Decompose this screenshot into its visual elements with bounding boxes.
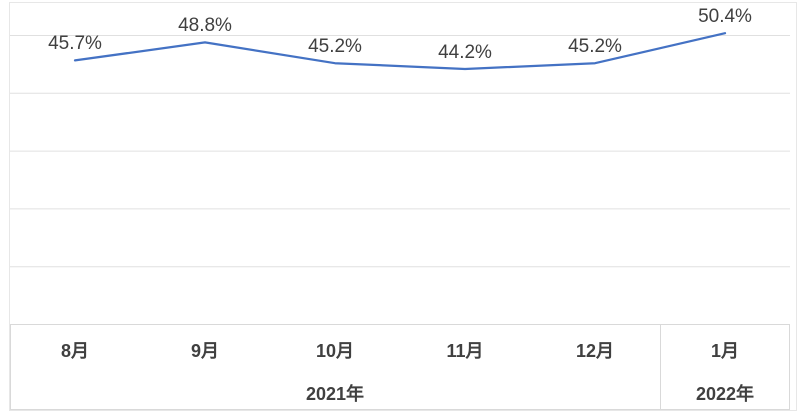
data-label: 44.2% [438,42,492,64]
month-tick-label: 11月 [446,341,484,361]
month-tick-label: 10月 [315,341,355,361]
data-label: 45.2% [308,36,362,58]
month-tick-label: 8月 [60,341,90,361]
data-label: 48.8% [178,15,232,37]
year-group-label: 2022年 [695,384,755,404]
data-label: 45.2% [568,36,622,58]
series-line [73,32,727,71]
month-tick-label: 1月 [710,341,740,361]
month-tick-label: 9月 [190,341,220,361]
data-label: 45.7% [48,33,102,55]
month-tick-label: 12月 [575,341,615,361]
axis-box-border [10,324,790,410]
data-label: 50.4% [698,6,752,28]
year-group-label: 2021年 [305,384,365,404]
